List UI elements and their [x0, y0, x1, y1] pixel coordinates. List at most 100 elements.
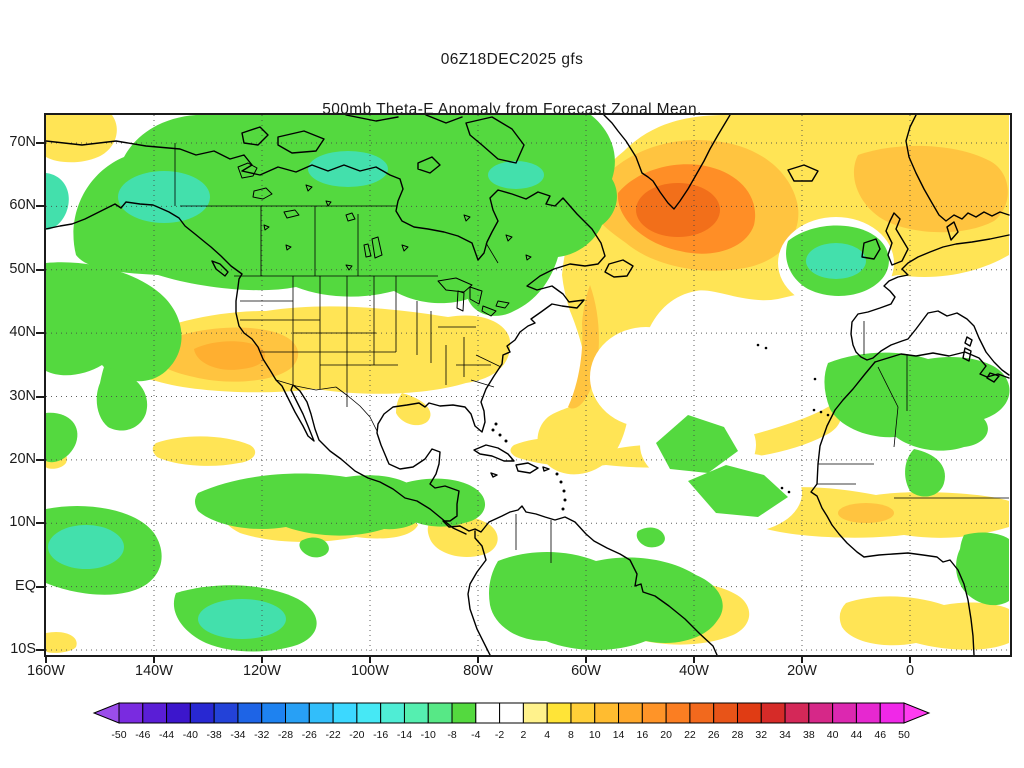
- x-axis-label: 20W: [787, 663, 817, 679]
- x-axis-label: 0: [905, 663, 915, 679]
- y-tick-mark: [36, 268, 44, 271]
- colorbar-tick-label: 10: [589, 729, 601, 741]
- colorbar-cell: [189, 702, 215, 724]
- colorbar-arrow-left: [92, 702, 120, 724]
- coastlines: [46, 115, 1010, 655]
- colorbar-tick-label: 34: [779, 729, 791, 741]
- colorbar-cell: [332, 702, 358, 724]
- x-tick-mark: [801, 655, 803, 663]
- colorbar-tick-label: -2: [495, 729, 504, 741]
- colorbar-cell: [689, 702, 715, 724]
- x-axis-label: 40W: [679, 663, 709, 679]
- y-axis-label: 20N: [9, 451, 36, 467]
- y-axis-label: 40N: [9, 324, 36, 341]
- colorbar-cell: [285, 702, 310, 724]
- y-axis-label: 70N: [9, 134, 36, 150]
- colorbar-tick-label: 32: [755, 729, 767, 741]
- colorbar-cell: [570, 702, 596, 724]
- colorbar-cell: [713, 702, 738, 724]
- colorbar-tick-label: 50: [898, 729, 910, 741]
- colorbar-cell: [618, 702, 643, 724]
- x-tick-mark: [153, 655, 155, 663]
- colorbar-cell: [403, 702, 429, 724]
- colorbar-tick-label: 38: [803, 729, 815, 741]
- colorbar-cell: [736, 702, 762, 724]
- colorbar-cell: [475, 702, 501, 724]
- colorbar-cell: [879, 702, 905, 724]
- colorbar-tick-label: 22: [684, 729, 696, 741]
- y-axis-label: EQ: [15, 577, 36, 594]
- colorbar-tick-label: -22: [325, 729, 340, 741]
- x-axis-label: 60W: [571, 663, 601, 679]
- colorbar-tick-label: -40: [183, 729, 198, 741]
- colorbar-tick-label: -16: [373, 729, 388, 741]
- colorbar-tick-label: 46: [874, 729, 886, 741]
- colorbar-tick-label: -38: [207, 729, 222, 741]
- x-tick-mark: [909, 655, 911, 663]
- colorbar-cell: [451, 702, 477, 724]
- colorbar-tick-label: -20: [349, 729, 364, 741]
- colorbar-cell: [261, 702, 287, 724]
- colorbar-tick-label: -10: [421, 729, 436, 741]
- colorbar-tick-label: 4: [544, 729, 550, 741]
- colorbar-tick-label: 14: [613, 729, 625, 741]
- y-axis-label: 10S: [10, 641, 36, 658]
- colorbar-tick-label: -44: [159, 729, 174, 741]
- shading-negative-layer: [46, 115, 1010, 652]
- y-tick-mark: [36, 395, 44, 398]
- y-tick-mark: [36, 585, 44, 588]
- colorbar-tick-label: -50: [111, 729, 126, 741]
- title-line-1: 06Z18DEC2025 gfs: [440, 51, 584, 68]
- y-tick-mark: [36, 332, 44, 335]
- x-tick-mark: [45, 655, 47, 663]
- colorbar-cell: [760, 702, 786, 724]
- x-tick-mark: [693, 655, 695, 663]
- y-tick-mark: [36, 649, 44, 652]
- colorbar-tick-label: -4: [471, 729, 480, 741]
- colorbar-tick-label: -28: [278, 729, 293, 741]
- lakes: [237, 162, 532, 317]
- colorbar-cell: [499, 702, 524, 724]
- y-tick-mark: [36, 142, 44, 144]
- colorbar-cell: [380, 702, 405, 724]
- colorbar-cell: [855, 702, 881, 724]
- x-tick-mark: [369, 655, 371, 663]
- colorbar-tick-label: -14: [397, 729, 412, 741]
- colorbar-cell: [356, 702, 382, 724]
- map-frame: [44, 113, 1012, 657]
- political-borders: [174, 143, 1009, 563]
- colorbar-cell: [808, 702, 834, 724]
- colorbar-cell: [427, 702, 453, 724]
- colorbar-cell: [237, 702, 263, 724]
- colorbar-tick-label: -34: [230, 729, 245, 741]
- x-tick-mark: [261, 655, 263, 663]
- y-axis-label: 10N: [9, 514, 36, 531]
- colorbar-svg: -50 -46 -44 -40 -38 -34 -32 -28 -26 -22 -20 -16 -14-…: [92, 702, 931, 741]
- colorbar-tick-label: 40: [827, 729, 839, 741]
- colorbar-cell: [118, 702, 144, 724]
- x-axis-label: 80W: [463, 663, 493, 679]
- y-axis-label: 30N: [9, 387, 36, 404]
- colorbar-tick-label: 28: [732, 729, 744, 741]
- x-tick-mark: [477, 655, 479, 663]
- island-dots: [491, 343, 830, 511]
- colorbar-cell: [213, 702, 239, 724]
- y-tick-mark: [36, 205, 44, 208]
- colorbar-cell: [784, 702, 810, 724]
- colorbar-tick-label: -32: [254, 729, 269, 741]
- colorbar-cell: [308, 702, 334, 724]
- colorbar-cell: [546, 702, 572, 724]
- colorbar-cell: [641, 702, 667, 724]
- colorbar-tick-label: -46: [135, 729, 150, 741]
- x-axis-label: 120W: [243, 663, 281, 679]
- colorbar-cell: [594, 702, 620, 724]
- colorbar-cell: [142, 702, 168, 724]
- colorbar-tick-label: 20: [660, 729, 672, 741]
- colorbar-tick-label: 2: [520, 729, 526, 741]
- colorbar-tick-label: 26: [708, 729, 720, 741]
- colorbar: -50 -46 -44 -40 -38 -34 -32 -28 -26 -22 -20 -16 -14-…: [92, 701, 932, 745]
- map-canvas: [46, 115, 1010, 655]
- colorbar-tick-label: 44: [851, 729, 863, 741]
- colorbar-cell: [665, 702, 691, 724]
